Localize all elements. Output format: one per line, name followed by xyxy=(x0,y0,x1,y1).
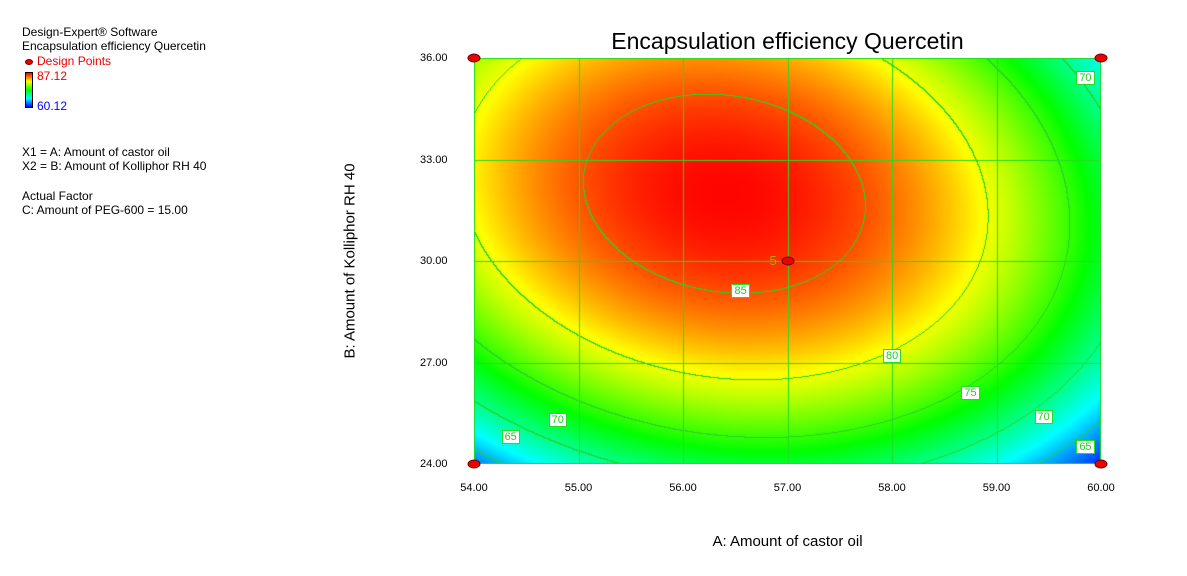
color-max: 87.12 xyxy=(37,69,68,83)
y-tick-label: 27.00 xyxy=(420,356,448,369)
contour-label: 80 xyxy=(883,348,902,363)
design-point xyxy=(781,256,794,266)
contour-label: 85 xyxy=(731,284,750,299)
design-point xyxy=(467,53,481,63)
x-tick-label: 54.00 xyxy=(460,482,488,494)
design-point xyxy=(1094,53,1108,63)
y-axis-label: B: Amount of Kolliphor RH 40 xyxy=(341,163,359,359)
actual-factor-heading: Actual Factor xyxy=(22,189,93,203)
chart-title: Encapsulation efficiency Quercetin xyxy=(611,28,964,54)
color-scale-bar xyxy=(25,72,33,108)
design-points-legend: Design Points xyxy=(37,54,112,68)
contour-label: 75 xyxy=(961,385,980,400)
y-tick-label: 24.00 xyxy=(420,458,448,470)
factor-x1: X1 = A: Amount of castor oil xyxy=(22,145,170,159)
contour-label: 65 xyxy=(501,429,520,444)
design-point xyxy=(1094,459,1108,469)
design-point-legend-icon xyxy=(25,59,33,65)
x-tick-label: 58.00 xyxy=(878,482,906,494)
contour-label: 70 xyxy=(548,413,567,428)
y-tick-label: 33.00 xyxy=(420,153,448,166)
factor-x2: X2 = B: Amount of Kolliphor RH 40 xyxy=(22,159,207,173)
x-tick-label: 59.00 xyxy=(982,482,1011,494)
x-axis-label: A: Amount of castor oil xyxy=(712,533,863,550)
contour-label: 65 xyxy=(1076,440,1095,455)
y-tick-label: 36.00 xyxy=(420,52,448,64)
response-name: Encapsulation efficiency Quercetin xyxy=(22,39,206,53)
color-min: 60.12 xyxy=(37,99,68,113)
x-tick-label: 60.00 xyxy=(1087,482,1115,494)
design-point xyxy=(467,459,481,469)
x-tick-label: 55.00 xyxy=(564,482,593,494)
design-point-count: 5 xyxy=(769,253,777,268)
contour-label: 70 xyxy=(1034,409,1053,424)
y-tick-label: 30.00 xyxy=(420,255,448,267)
contour-label: 70 xyxy=(1076,71,1095,86)
software-name: Design-Expert® Software xyxy=(22,25,158,39)
x-tick-label: 57.00 xyxy=(773,482,802,494)
actual-factor: C: Amount of PEG-600 = 15.00 xyxy=(22,203,188,217)
x-tick-label: 56.00 xyxy=(669,482,697,494)
